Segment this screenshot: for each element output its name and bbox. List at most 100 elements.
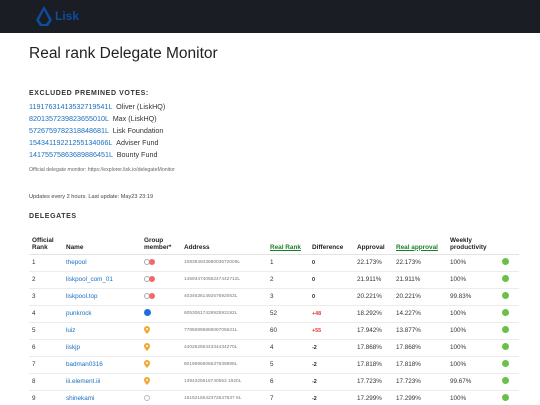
rank-difference: -2: [309, 339, 354, 357]
red-dot-icon: [149, 275, 155, 282]
excluded-owner: Bounty Fund: [116, 150, 158, 159]
col-status: [499, 228, 519, 255]
real-approval: 17.818%: [393, 356, 447, 374]
excluded-address-link[interactable]: 14175575863689886451L: [29, 150, 113, 159]
official-rank: 3: [29, 288, 63, 306]
excluded-address-link[interactable]: 15434119221255134066L: [29, 138, 113, 147]
status: [499, 322, 519, 340]
table-row: 5 luiz 7785089688506705621L 60 +55 17.942% 13.…: [29, 322, 519, 340]
weekly-productivity: 100%: [447, 339, 499, 357]
official-rank: 7: [29, 356, 63, 374]
real-rank: 1: [267, 254, 309, 272]
approval: 20.221%: [354, 288, 393, 306]
delegates-label: DELEGATES: [29, 213, 77, 220]
circle-outline-icon: [144, 394, 150, 401]
online-status-icon: [502, 309, 509, 316]
online-status-icon: [502, 258, 509, 265]
delegate-address: 4402625644334434270L: [181, 339, 267, 357]
weekly-productivity: 100%: [447, 271, 499, 289]
table-row: 2 liskpool_com_01 14593474056247442712L 2 0 2…: [29, 271, 519, 289]
table-row: 8 iii.element.iii 1394325616740553 1920L 6-…: [29, 373, 519, 391]
delegate-name-link[interactable]: punkrock: [63, 305, 141, 323]
weekly-productivity: 100%: [447, 322, 499, 340]
approval: 17.818%: [354, 356, 393, 374]
list-item: 8201357239823655010L Max (LiskHQ): [29, 113, 165, 125]
logo-text: Lisk: [55, 9, 80, 23]
approval: 22.173%: [354, 254, 393, 272]
blue-dot-icon: [144, 309, 151, 316]
online-status-icon: [502, 377, 509, 384]
real-approval: 17.868%: [393, 339, 447, 357]
group-member: [141, 356, 181, 374]
delegate-name-link[interactable]: liskjp: [63, 339, 141, 357]
status: [499, 288, 519, 306]
status: [499, 339, 519, 357]
table-header: Official Rank Name Group member* Address…: [29, 228, 519, 255]
delegate-name-link[interactable]: badman0316: [63, 356, 141, 374]
rank-difference: +55: [309, 322, 354, 340]
online-status-icon: [502, 275, 509, 282]
weekly-productivity: 99.83%: [447, 288, 499, 306]
delegate-name-link[interactable]: liskpool.top: [63, 288, 141, 306]
delegate-address: 10839494368003672009L: [181, 254, 267, 272]
official-rank: 2: [29, 271, 63, 289]
group-member: [141, 339, 181, 357]
col-real-rank[interactable]: Real Rank: [267, 228, 309, 255]
red-dot-icon: [149, 292, 155, 299]
online-status-icon: [502, 360, 509, 367]
col-weekly-productivity: Weekly productivity: [447, 228, 499, 255]
approval: 17.723%: [354, 373, 393, 391]
delegate-name-link[interactable]: thepool: [63, 254, 141, 272]
official-rank: 1: [29, 254, 63, 272]
col-difference: Difference: [309, 228, 354, 255]
delegate-name-link[interactable]: liskpool_com_01: [63, 271, 141, 289]
excluded-address-link[interactable]: 5726759782318848681L: [29, 126, 109, 135]
status: [499, 271, 519, 289]
rank-difference: 0: [309, 288, 354, 306]
weekly-productivity: 100%: [447, 390, 499, 405]
excluded-owner: Adviser Fund: [116, 138, 159, 147]
table-row: 9 shinekami 1615215542372647637 6L 7 -2 17.29…: [29, 390, 519, 405]
official-rank: 4: [29, 305, 63, 323]
status: [499, 390, 519, 405]
delegates-table: Official Rank Name Group member* Address…: [29, 228, 519, 405]
real-approval: 17.299%: [393, 390, 447, 405]
list-item: 15434119221255134066L Adviser Fund: [29, 137, 165, 149]
group-member: [141, 390, 181, 405]
real-rank: 4: [267, 339, 309, 357]
excluded-owner: Max (LiskHQ): [112, 114, 157, 123]
lisk-logo-icon: [36, 6, 52, 26]
group-member: [141, 254, 181, 272]
delegate-name-link[interactable]: shinekami: [63, 390, 141, 405]
online-status-icon: [502, 326, 509, 333]
group-member: [141, 288, 181, 306]
weekly-productivity: 99.67%: [447, 373, 499, 391]
delegate-name-link[interactable]: luiz: [63, 322, 141, 340]
table-row: 1 thepool 10839494368003672009L 1 0 22.173% 22…: [29, 254, 519, 272]
group-indicator: [144, 258, 155, 265]
rank-difference: 0: [309, 271, 354, 289]
list-item: 5726759782318848681L Lisk Foundation: [29, 125, 165, 137]
delegate-address: 1615215542372647637 6L: [181, 390, 267, 405]
logo[interactable]: Lisk: [36, 6, 79, 26]
excluded-address-link[interactable]: 8201357239823655010L: [29, 114, 109, 123]
real-rank: 2: [267, 271, 309, 289]
group-indicator: [144, 275, 155, 282]
group-member: [141, 322, 181, 340]
delegate-address: 1394325616740553 1920L: [181, 373, 267, 391]
table-row: 7 badman0316 8019596606637939988L 5 -2 17.818…: [29, 356, 519, 374]
real-approval: 22.173%: [393, 254, 447, 272]
delegate-name-link[interactable]: iii.element.iii: [63, 373, 141, 391]
excluded-address-link[interactable]: 11917631413532719541L: [29, 102, 113, 111]
delegate-address: 6053061742992593192L: [181, 305, 267, 323]
excluded-owner: Oliver (LiskHQ): [116, 102, 166, 111]
list-item: 11917631413532719541L Oliver (LiskHQ): [29, 101, 165, 113]
col-real-approval[interactable]: Real approval: [393, 228, 447, 255]
excluded-votes-label: EXCLUDED PREMINED VOTES:: [29, 90, 149, 97]
col-group: Group member*: [141, 228, 181, 255]
table-row: 3 liskpool.top 4034636149257692063L 3 0 20.22…: [29, 288, 519, 306]
approval: 17.868%: [354, 339, 393, 357]
col-official-rank: Official Rank: [29, 228, 63, 255]
rank-difference: +48: [309, 305, 354, 323]
official-monitor-note: Official delegate monitor: https://explo…: [29, 167, 175, 173]
